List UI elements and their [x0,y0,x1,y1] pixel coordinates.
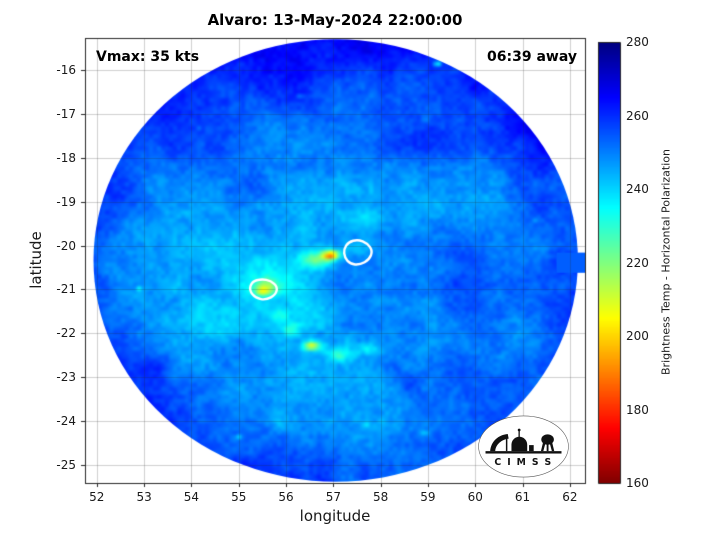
x-tick-label: 59 [420,490,436,504]
x-axis-label: longitude [299,507,371,525]
y-tick-label: -25 [56,458,76,472]
time-away-annotation: 06:39 away [487,49,577,65]
y-tick-label: -20 [56,238,76,253]
x-tick-label: 60 [467,490,483,504]
colorbar-tick-label: 160 [626,476,649,490]
x-tick-label: 58 [373,490,389,504]
y-tick-label: -18 [56,150,76,165]
y-tick-label: -16 [56,63,76,78]
x-tick-label: 62 [562,490,578,504]
x-tick-label: 53 [136,490,152,504]
x-tick-label: 55 [231,490,247,504]
y-tick-label: -24 [56,414,76,429]
plot-title: Alvaro: 13-May-2024 22:00:00 [207,11,463,29]
x-tick-label: 56 [278,490,294,504]
x-tick-label: 57 [325,490,341,504]
vmax-annotation: Vmax: 35 kts [96,49,200,65]
x-tick-label: 52 [89,490,105,504]
y-tick-label: -21 [56,282,76,297]
y-tick-label: -19 [56,194,76,209]
colorbar-tick-label: 220 [626,255,649,270]
colorbar-tick-label: 260 [626,108,649,123]
colorbar-tick-label: 280 [626,35,649,49]
y-tick-label: -17 [56,106,76,121]
logo-text: C I M S S [494,457,552,468]
x-tick-label: 61 [514,490,531,504]
colorbar-tick-label: 200 [626,329,649,343]
colorbar-label: Brightness Temp - Horizontal Polarizatio… [659,149,673,375]
observatory-silhouette-icon [485,428,562,454]
cimss-logo: C I M S S [478,415,569,478]
colorbar-tick-label: 240 [626,182,649,196]
y-tick-label: -23 [56,370,76,385]
x-tick-label: 54 [183,490,200,504]
y-tick-label: -22 [56,326,76,341]
colorbar-tick-label: 180 [626,402,649,417]
